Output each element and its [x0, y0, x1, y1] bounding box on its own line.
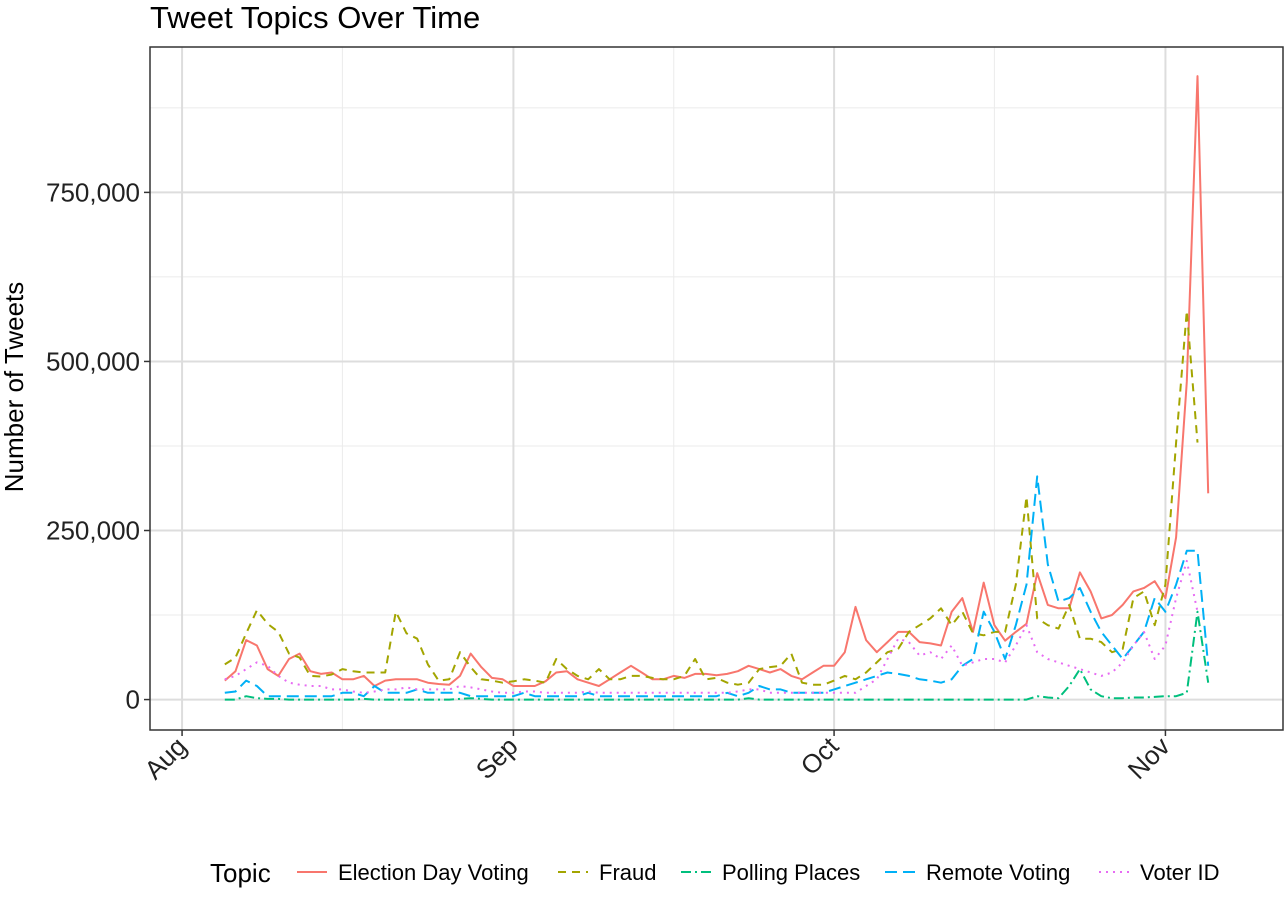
- x-tick-label: Aug: [138, 731, 192, 785]
- legend-item: Fraud: [558, 860, 656, 885]
- y-axis-title: Number of Tweets: [0, 282, 29, 493]
- legend-label: Remote Voting: [926, 860, 1070, 885]
- legend-label: Fraud: [599, 860, 656, 885]
- series-line: [224, 475, 1210, 698]
- y-tick-label: 750,000: [46, 177, 140, 207]
- x-tick-label: Sep: [470, 731, 524, 785]
- y-axis: 0 250,000 500,000 750,000: [46, 177, 150, 715]
- legend-title: Topic: [210, 858, 271, 888]
- legend-label: Polling Places: [722, 860, 860, 885]
- legend: Topic Election Day Voting Fraud Polling Pl…: [210, 858, 1219, 888]
- x-tick-label: Nov: [1122, 731, 1176, 785]
- chart-title: Tweet Topics Over Time: [150, 0, 480, 35]
- series-line: [224, 610, 1210, 701]
- series-line: [224, 75, 1210, 687]
- legend-label: Election Day Voting: [338, 860, 529, 885]
- y-tick-label: 500,000: [46, 346, 140, 376]
- legend-item: Election Day Voting: [297, 860, 529, 885]
- x-tick-label: Oct: [795, 730, 845, 780]
- x-axis: Aug Sep Oct Nov: [138, 730, 1176, 785]
- legend-label: Voter ID: [1140, 860, 1219, 885]
- y-tick-label: 250,000: [46, 516, 140, 546]
- legend-item: Voter ID: [1099, 860, 1219, 885]
- legend-item: Polling Places: [681, 860, 860, 885]
- series-lines: [224, 75, 1210, 701]
- legend-item: Remote Voting: [885, 860, 1070, 885]
- y-tick-label: 0: [126, 685, 140, 715]
- grid-lines: [150, 47, 1283, 730]
- series-line: [224, 309, 1199, 686]
- plot-panel-border: [149, 46, 1284, 731]
